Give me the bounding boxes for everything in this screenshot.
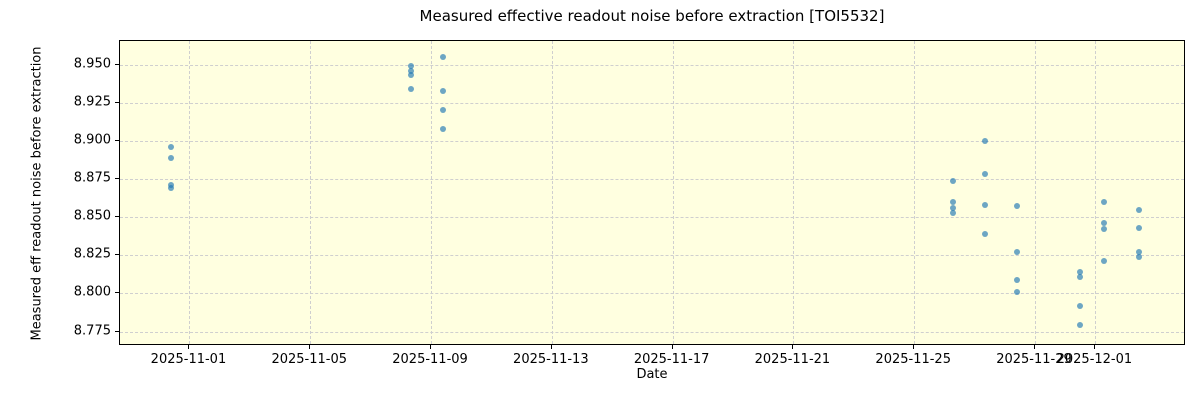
- x-axis-label: Date: [636, 367, 668, 382]
- x-gridline: [914, 41, 916, 344]
- y-tick-mark: [115, 63, 119, 65]
- x-tick-mark: [309, 345, 311, 349]
- y-tick-label: 8.925: [73, 94, 111, 110]
- data-point: [950, 198, 957, 205]
- data-point: [408, 63, 415, 70]
- x-tick-mark: [792, 345, 794, 349]
- x-tick-label: 2025-11-21: [754, 352, 831, 367]
- data-point: [168, 143, 175, 150]
- data-point: [1101, 226, 1108, 233]
- y-tick-mark: [115, 330, 119, 332]
- y-tick-label: 8.800: [73, 284, 111, 300]
- data-point: [168, 154, 175, 161]
- data-point: [1013, 276, 1020, 283]
- x-gridline: [310, 41, 312, 344]
- x-gridline: [551, 41, 553, 344]
- data-point: [408, 67, 415, 74]
- data-point: [1013, 203, 1020, 210]
- x-tick-label: 2025-11-13: [513, 352, 589, 367]
- x-tick-mark: [671, 345, 673, 349]
- data-point: [1013, 249, 1020, 256]
- data-point: [950, 209, 957, 216]
- y-gridline: [120, 140, 1184, 142]
- data-point: [440, 125, 447, 132]
- y-tick-mark: [115, 139, 119, 141]
- data-point: [1077, 302, 1084, 309]
- y-gridline: [120, 217, 1184, 219]
- x-tick-label: 2025-11-05: [271, 352, 348, 367]
- data-point: [1077, 273, 1084, 280]
- y-tick-label: 8.825: [73, 246, 111, 262]
- plot-area: [119, 40, 1185, 345]
- data-point: [1101, 220, 1108, 227]
- x-gridline: [672, 41, 674, 344]
- data-point: [408, 86, 415, 93]
- x-gridline: [793, 41, 795, 344]
- data-point: [1077, 269, 1084, 276]
- data-point: [408, 72, 415, 79]
- y-gridline: [120, 331, 1184, 333]
- y-tick-label: 8.950: [73, 56, 111, 72]
- data-point: [982, 201, 989, 208]
- data-point: [982, 171, 989, 178]
- data-point: [168, 182, 175, 189]
- x-tick-mark: [550, 345, 552, 349]
- x-tick-mark: [1034, 345, 1035, 349]
- y-gridline: [120, 102, 1184, 104]
- data-point: [950, 204, 957, 211]
- data-point: [1101, 258, 1108, 265]
- x-tick-label: 2025-12-01: [1056, 352, 1133, 367]
- data-point: [1101, 198, 1108, 205]
- chart-title: Measured effective readout noise before …: [419, 7, 885, 25]
- data-point: [1136, 224, 1143, 231]
- data-point: [1136, 206, 1143, 213]
- x-tick-label: 2025-11-17: [633, 352, 710, 367]
- y-tick-mark: [115, 292, 119, 294]
- data-point: [440, 54, 447, 60]
- y-tick-label: 8.900: [73, 132, 111, 148]
- x-tick-mark: [188, 345, 190, 349]
- x-tick-mark: [430, 345, 432, 349]
- data-point: [1077, 322, 1084, 329]
- y-axis-label: Measured eff readout noise before extrac…: [29, 46, 45, 341]
- y-gridline: [120, 255, 1184, 257]
- x-gridline: [1095, 41, 1097, 344]
- x-gridline: [189, 41, 191, 344]
- x-tick-label: 2025-11-25: [875, 352, 951, 367]
- x-tick-label: 2025-11-09: [392, 352, 468, 367]
- x-tick-label: 2025-11-01: [150, 352, 227, 367]
- x-gridline: [431, 41, 433, 344]
- x-tick-mark: [913, 345, 915, 349]
- x-tick-mark: [1094, 345, 1096, 349]
- data-point: [440, 107, 447, 114]
- data-point: [1136, 249, 1143, 256]
- data-point: [950, 177, 957, 184]
- x-gridline: [1035, 41, 1036, 344]
- data-point: [440, 87, 447, 94]
- data-point: [1013, 288, 1020, 295]
- y-tick-mark: [115, 216, 119, 218]
- data-point: [1136, 253, 1143, 260]
- data-point: [168, 185, 175, 192]
- y-tick-label: 8.850: [73, 208, 111, 224]
- data-point: [982, 230, 989, 237]
- y-tick-mark: [115, 254, 119, 256]
- data-point: [982, 137, 989, 144]
- y-gridline: [120, 293, 1184, 295]
- y-tick-label: 8.875: [73, 170, 111, 186]
- y-gridline: [120, 179, 1184, 180]
- y-tick-label: 8.775: [73, 323, 111, 338]
- y-tick-mark: [115, 178, 119, 179]
- x-tick-label: 2025-11-29: [996, 352, 1072, 367]
- y-tick-mark: [115, 101, 119, 103]
- y-gridline: [120, 64, 1184, 66]
